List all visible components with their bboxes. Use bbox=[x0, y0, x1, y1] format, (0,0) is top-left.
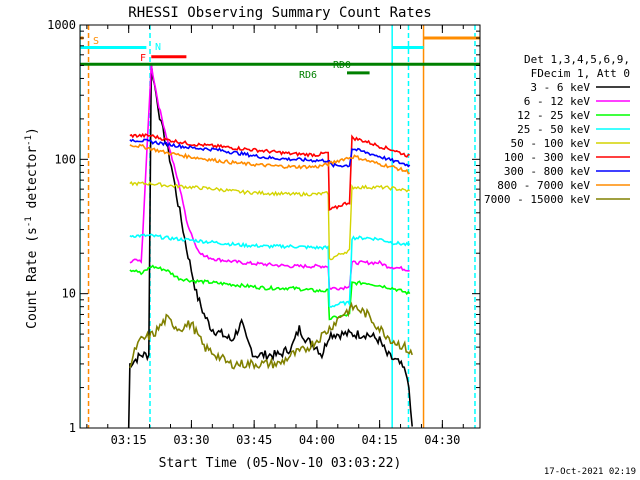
series-line bbox=[129, 264, 411, 321]
chart-title: RHESSI Observing Summary Count Rates bbox=[128, 5, 431, 21]
series-line bbox=[127, 63, 413, 428]
axes: 1 10 100 1000 03:15 03:30 03:45 04:00 04:15 04:30 bbox=[47, 18, 481, 447]
series-line bbox=[129, 138, 411, 168]
plot-content bbox=[80, 25, 480, 428]
y-tick-label: 1 bbox=[69, 421, 76, 435]
y-tick-label: 1000 bbox=[47, 18, 76, 32]
legend-entry-label: 12 - 25 keV bbox=[517, 109, 590, 122]
y-axis-label-prefix: Count Rate (s bbox=[25, 227, 40, 329]
plot-area: S NF RD0 RD6 bbox=[80, 25, 480, 428]
y-axis-label-end: ) bbox=[25, 127, 40, 135]
y-axis-label-exp2: -1 bbox=[24, 135, 34, 146]
legend-header: FDecim 1, Att 0 bbox=[531, 67, 630, 80]
footer-timestamp: 17-Oct-2021 02:19 bbox=[544, 467, 636, 477]
y-tick-label: 10 bbox=[62, 287, 76, 301]
annotation-label: RD0 bbox=[333, 60, 351, 71]
x-axis-label: Start Time (05-Nov-10 03:03:22) bbox=[159, 456, 402, 471]
series-line bbox=[129, 132, 410, 211]
x-tick-label: 03:15 bbox=[111, 433, 147, 447]
annotation-label: S bbox=[93, 36, 99, 47]
y-axis-label-middle: detector bbox=[25, 146, 40, 217]
y-axis-label-exp1: -1 bbox=[24, 216, 34, 227]
series-line bbox=[129, 143, 410, 175]
annotation-label: N bbox=[155, 42, 161, 53]
series-line bbox=[129, 180, 410, 261]
legend-entry-label: 800 - 7000 keV bbox=[497, 179, 590, 192]
legend-entry-label: 300 - 800 keV bbox=[504, 165, 590, 178]
plot-frame bbox=[79, 24, 481, 429]
series-line bbox=[129, 64, 410, 291]
x-tick-label: 04:00 bbox=[299, 433, 335, 447]
legend-entry-label: 3 - 6 keV bbox=[530, 81, 590, 94]
legend-entry-label: 6 - 12 keV bbox=[524, 95, 591, 108]
x-tick-label: 03:45 bbox=[236, 433, 272, 447]
legend-entry-label: 50 - 100 keV bbox=[511, 137, 591, 150]
x-tick-label: 04:15 bbox=[362, 433, 398, 447]
legend-entry-label: 100 - 300 keV bbox=[504, 151, 590, 164]
series-line bbox=[129, 233, 411, 309]
legend: Det 1,3,4,5,6,9,FDecim 1, Att 03 - 6 keV… bbox=[484, 53, 630, 206]
series-line bbox=[129, 301, 413, 371]
x-tick-label: 03:30 bbox=[173, 433, 209, 447]
legend-entry-label: 7000 - 15000 keV bbox=[484, 193, 590, 206]
legend-header: Det 1,3,4,5,6,9, bbox=[524, 53, 630, 66]
y-tick-label: 100 bbox=[54, 152, 76, 166]
x-tick-label: 04:30 bbox=[424, 433, 460, 447]
legend-entry-label: 25 - 50 keV bbox=[517, 123, 590, 136]
annotation-label: RD6 bbox=[299, 70, 317, 81]
y-axis-label: Count Rate (s-1 detector-1) bbox=[24, 127, 40, 329]
annotation-label: F bbox=[140, 53, 146, 64]
